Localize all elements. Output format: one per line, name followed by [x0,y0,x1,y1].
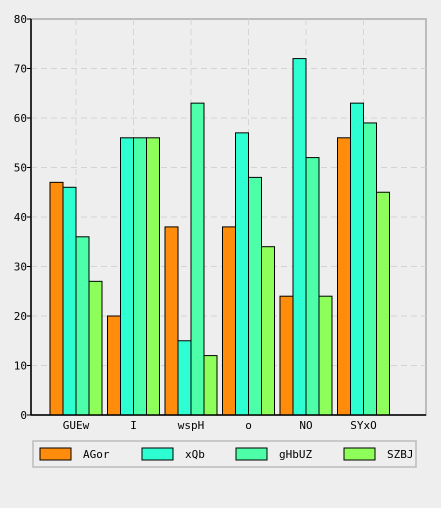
bar-xQb-wspH [177,340,192,416]
legend-label-AGor: AGor [83,448,110,461]
legend-swatch-xQb [141,447,174,461]
bar-AGor-o [222,226,236,416]
bar-gHbUZ-SYxO [363,122,377,416]
bar-gHbUZ-I [133,137,147,416]
y-tick-label: 40 [14,211,27,224]
y-tick-label: 20 [14,310,27,323]
bar-xQb-I [120,137,134,416]
bar-AGor-GUEw [49,181,64,416]
y-tick-label: 30 [14,261,27,274]
bar-SZBJ-NO [318,295,333,416]
bar-gHbUZ-GUEw [75,236,90,416]
legend-swatch-SZBJ [343,447,376,461]
bar-AGor-NO [279,295,294,416]
y-tick-label: 10 [14,360,27,373]
bar-SZBJ-GUEw [88,280,103,416]
legend: AGor xQb gHbUZ SZBJ [32,440,417,468]
bar-SZBJ-I [146,137,160,416]
legend-swatch-AGor [39,447,72,461]
legend-label-xQb: xQb [185,448,205,461]
bar-xQb-GUEw [62,186,77,416]
bar-SZBJ-o [261,246,275,416]
x-tick-label: o [245,419,252,432]
bar-gHbUZ-NO [305,157,320,416]
y-tick-label: 50 [14,162,27,175]
x-tick-label: SYxO [350,419,377,432]
bar-xQb-o [235,132,249,416]
bar-SZBJ-SYxO [376,191,390,416]
bar-AGor-wspH [164,226,179,416]
legend-swatch-gHbUZ [235,447,268,461]
y-tick-label: 0 [20,409,27,422]
bar-gHbUZ-wspH [190,102,205,416]
x-tick-label: I [130,419,137,432]
x-tick-label: NO [299,419,312,432]
bar-gHbUZ-o [248,176,262,416]
y-tick-label: 80 [14,13,27,26]
bar-xQb-SYxO [350,102,364,416]
bars [49,58,390,416]
legend-label-SZBJ: SZBJ [387,448,414,461]
y-tick-label: 70 [14,63,27,76]
legend-label-gHbUZ: gHbUZ [279,448,312,461]
x-tick-label: wspH [178,419,205,432]
bar-xQb-NO [292,58,307,416]
bar-AGor-SYxO [337,137,351,416]
y-tick-label: 60 [14,112,27,125]
x-tick-label: GUEw [63,419,90,432]
bar-AGor-I [107,315,121,416]
bar-SZBJ-wspH [203,355,218,416]
